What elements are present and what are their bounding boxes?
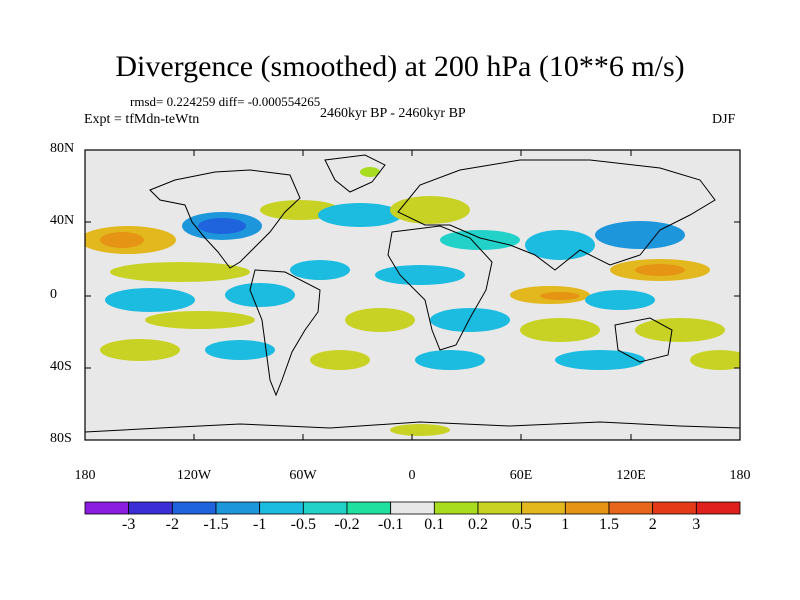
field-blob: [375, 265, 465, 285]
chart-title: Divergence (smoothed) at 200 hPa (10**6 …: [115, 50, 685, 83]
colorbar-label: 1: [561, 516, 570, 533]
field-blob: [540, 292, 580, 300]
colorbar-label: 0.5: [511, 516, 532, 533]
colorbar-box: [128, 501, 173, 515]
coastline-greenland: [324, 154, 386, 193]
field-blob: [345, 308, 415, 332]
colorbar-box: [695, 501, 741, 515]
lon-label: 120W: [176, 468, 212, 483]
colorbar-label: -3: [122, 516, 136, 533]
experiment-label: Expt = tfMdn-teWtn: [84, 112, 200, 127]
field-blob: [430, 308, 510, 332]
field-blob: [595, 221, 685, 249]
colorbar-label: 0.1: [424, 516, 445, 533]
field-blob: [390, 424, 450, 436]
colorbar-box: [259, 501, 304, 515]
season-label: DJF: [712, 112, 736, 127]
lon-label: 60W: [289, 468, 317, 483]
colorbar-label: 1.5: [599, 516, 619, 533]
lat-label: 40N: [50, 213, 75, 228]
field-blob: [110, 262, 250, 282]
lat-label: 80S: [50, 431, 72, 446]
field-blob: [440, 230, 520, 250]
colorbar-box: [608, 501, 654, 515]
field-blob: [105, 288, 195, 312]
field-blob: [635, 264, 685, 276]
colorbar-box: [84, 501, 130, 515]
field-blob: [390, 196, 470, 224]
map-plot-area: [84, 149, 741, 441]
field-blob: [225, 283, 295, 307]
colorbar-box: [171, 501, 217, 515]
coastline-antarctica: [85, 421, 740, 433]
lon-label: 180: [729, 468, 751, 483]
lat-label: 40S: [50, 359, 72, 374]
colorbar-box: [652, 501, 697, 515]
divergence-field: [85, 167, 740, 436]
colorbar-box: [215, 501, 261, 515]
field-blob: [310, 350, 370, 370]
coastline-australia: [614, 317, 673, 363]
coastlines: [85, 154, 740, 433]
field-blob: [205, 340, 275, 360]
colorbar-label: -0.2: [334, 516, 360, 533]
coastline-africa: [387, 225, 493, 351]
lon-label: 180: [74, 468, 96, 483]
field-blob: [100, 339, 180, 361]
field-blob: [198, 218, 246, 234]
field-blob: [318, 203, 402, 227]
colorbar: [84, 501, 741, 515]
field-blob: [100, 232, 144, 248]
field-blob: [360, 167, 380, 177]
field-blob: [290, 260, 350, 280]
field-blob: [415, 350, 485, 370]
colorbar-label: 2: [648, 516, 657, 533]
coastline-south-america: [249, 269, 321, 397]
lon-label: 60E: [509, 468, 533, 483]
field-blob: [585, 290, 655, 310]
field-blob: [635, 318, 725, 342]
colorbar-box: [346, 501, 392, 515]
colorbar-label: -0.5: [290, 516, 316, 533]
axis-ticks: [84, 149, 741, 441]
lat-label: 0: [50, 287, 57, 302]
field-blob: [145, 311, 255, 329]
lon-label: 120E: [616, 468, 646, 483]
colorbar-box: [302, 501, 348, 515]
colorbar-box: [477, 501, 523, 515]
field-blob: [690, 350, 740, 370]
colorbar-label: -2: [165, 516, 179, 533]
lat-label: 80N: [50, 141, 75, 156]
stats-label: rmsd= 0.224259 diff= -0.000554265: [130, 94, 321, 109]
lon-label: 0: [408, 468, 416, 483]
colorbar-label: 0.2: [468, 516, 488, 533]
field-blob: [520, 318, 600, 342]
coastline-north-america: [149, 169, 301, 269]
colorbar-label: -0.1: [378, 516, 404, 533]
colorbar-box: [521, 501, 566, 515]
colorbar-box: [433, 501, 479, 515]
colorbar-box: [390, 501, 435, 515]
colorbar-label: -1: [253, 516, 267, 533]
field-blob: [555, 350, 645, 370]
period-label: 2460kyr BP - 2460kyr BP: [320, 106, 466, 121]
colorbar-box: [564, 501, 610, 515]
colorbar-label: -1.5: [203, 516, 229, 533]
coastline-eurasia: [397, 159, 716, 271]
colorbar-label: 3: [692, 516, 701, 533]
